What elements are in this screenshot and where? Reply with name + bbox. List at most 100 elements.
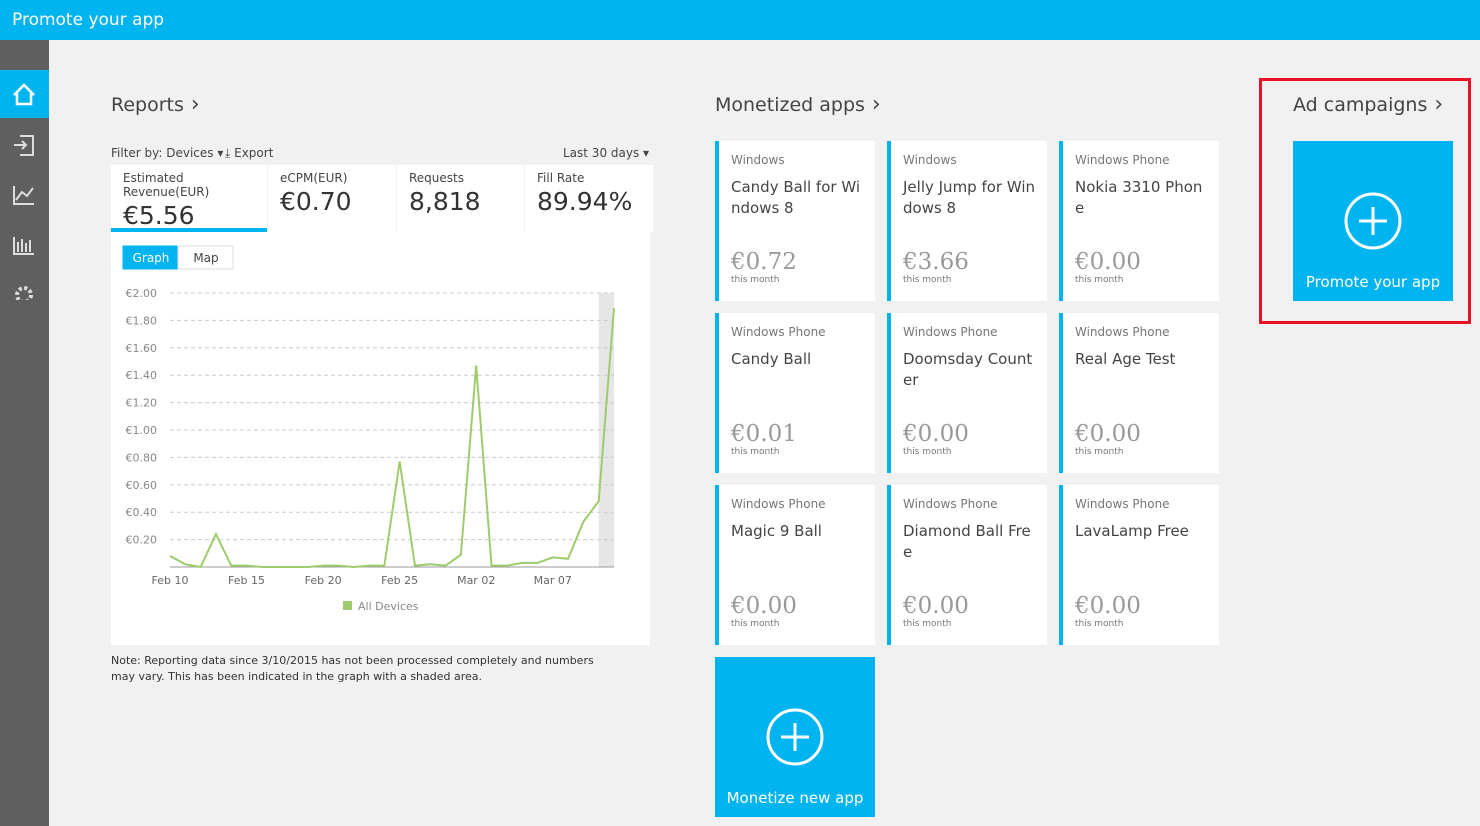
monetized-title[interactable]: Monetized apps [715, 92, 881, 117]
app-name: Diamond Ball Free [903, 522, 1031, 561]
metric: Requests 8,818 [397, 165, 524, 232]
app-amount: €0.72 [731, 249, 797, 275]
range[interactable]: Last 30 days ▾ [563, 146, 650, 160]
app-period: this month [731, 447, 780, 457]
app-tile[interactable]: Windows Jelly Jump for Windows 8 €3.66 this… [887, 141, 1047, 301]
app-platform: Windows [903, 153, 957, 167]
metric-label: Fill Rate [537, 171, 585, 185]
home-icon[interactable] [13, 83, 35, 106]
tab[interactable] [177, 245, 234, 270]
promote-tile[interactable]: Promote your app [1293, 141, 1453, 301]
app-name: Doomsday Counter [903, 350, 1033, 389]
app-period: this month [903, 447, 952, 457]
app-platform: Windows Phone [903, 497, 998, 511]
metric: Fill Rate 89.94% [525, 165, 653, 232]
metric-value: 89.94% [537, 187, 633, 216]
app-platform: Windows Phone [731, 497, 826, 511]
app-period: this month [731, 619, 780, 629]
tab-label: Graph [133, 251, 170, 265]
legend-label: All Devices [358, 600, 419, 613]
app-name: Nokia 3310 Phone [1075, 178, 1203, 217]
campaigns-title[interactable]: Ad campaigns [1293, 92, 1443, 117]
metric-label: Estimated Revenue(EUR) [123, 171, 210, 199]
reports-title[interactable]: Reports [111, 92, 200, 117]
app-platform: Windows Phone [1075, 325, 1170, 339]
y-tick-label: €1.60 [126, 342, 158, 355]
analytics-icon[interactable] [13, 186, 34, 205]
app-platform: Windows Phone [1075, 153, 1170, 167]
y-tick-label: €2.00 [126, 287, 158, 300]
app-platform: Windows Phone [731, 325, 826, 339]
metric: Estimated Revenue(EUR) €5.56 [111, 165, 267, 232]
metric: eCPM(EUR) €0.70 [268, 165, 396, 232]
app-amount: €0.00 [731, 593, 797, 619]
monetize-new-text: Monetize new app [726, 789, 864, 807]
app-amount: €0.00 [903, 593, 969, 619]
app-name: Real Age Test [1075, 350, 1176, 368]
app-tile[interactable]: Windows Phone Nokia 3310 Phone €0.00 this m… [1059, 141, 1219, 301]
y-tick-label: €1.40 [126, 369, 158, 382]
chart-panel: Graph Map €0.20 €0.40 €0.60 €0.80 €1.00 €1.20 €1… [111, 232, 650, 645]
metric-value: 8,818 [409, 187, 481, 216]
plus-icon [1344, 192, 1402, 250]
app-period: this month [1075, 447, 1124, 457]
app-name: LavaLamp Free [1075, 522, 1189, 540]
export-text: Export [234, 146, 274, 160]
filter-text: Filter by: Devices [111, 146, 214, 160]
x-tick-label: Feb 20 [305, 574, 342, 587]
app-amount: €0.00 [1075, 249, 1141, 275]
app-tile[interactable]: Windows Candy Ball for Windows 8 €0.72 this… [715, 141, 875, 301]
metric-value: €0.70 [280, 187, 352, 216]
sidebar [0, 40, 49, 826]
app-name: Candy Ball [731, 350, 812, 368]
app-amount: €3.66 [903, 249, 969, 275]
top-bar: Promote your app [0, 0, 1480, 40]
y-tick-label: €1.80 [126, 314, 158, 327]
app-tile[interactable]: Windows Phone LavaLamp Free €0.00 this mont… [1059, 485, 1219, 645]
app-platform: Windows [731, 153, 785, 167]
app-tile[interactable]: Windows Phone Magic 9 Ball €0.00 this month [715, 485, 875, 645]
range-text: Last 30 days [563, 146, 640, 160]
app-platform: Windows Phone [1075, 497, 1170, 511]
metric-value: €5.56 [123, 201, 195, 230]
sidebar-icons [0, 70, 49, 304]
app-tile[interactable]: Windows Phone Real Age Test €0.00 this mont… [1059, 313, 1219, 473]
x-tick-label: Feb 10 [152, 574, 189, 587]
x-tick-label: Mar 07 [534, 574, 572, 587]
y-tick-label: €0.40 [126, 506, 158, 519]
app-amount: €0.00 [1075, 421, 1141, 447]
y-tick-label: €0.80 [126, 451, 158, 464]
apps-icon[interactable] [14, 135, 34, 156]
tab-label: Map [193, 251, 218, 265]
app-tile[interactable]: Windows Phone Candy Ball €0.01 this month [715, 313, 875, 473]
export[interactable]: ⤓ Export [225, 146, 274, 160]
y-tick-label: €1.20 [126, 397, 158, 410]
legend-swatch [343, 601, 352, 610]
monetize-new-tile[interactable]: Monetize new app [715, 657, 875, 817]
app-period: this month [903, 619, 952, 629]
filter[interactable]: Filter by: Devices ▾ [111, 146, 224, 160]
reports-icon[interactable] [13, 237, 34, 255]
app-name: Magic 9 Ball [731, 522, 822, 540]
x-tick-label: Feb 25 [381, 574, 418, 587]
app-tile[interactable]: Windows Phone Diamond Ball Free €0.00 this … [887, 485, 1047, 645]
settings-icon[interactable] [15, 286, 33, 304]
app-platform: Windows Phone [903, 325, 998, 339]
app-name: Candy Ball for Windows 8 [731, 178, 860, 217]
chart: Graph Map €0.20 €0.40 €0.60 €0.80 €1.00 €1.20 €1… [122, 245, 615, 613]
note: Note: Reporting data since 3/10/2015 has… [111, 654, 594, 683]
metric-label: Requests [409, 171, 464, 185]
y-tick-label: €1.00 [126, 424, 158, 437]
app-period: this month [1075, 619, 1124, 629]
x-tick-label: Mar 02 [457, 574, 495, 587]
highlight-box [1259, 78, 1471, 324]
promote-text: Promote your app [1305, 273, 1441, 291]
app-amount: €0.00 [1075, 593, 1141, 619]
app-tile[interactable]: Windows Phone Doomsday Counter €0.00 this m… [887, 313, 1047, 473]
app-period: this month [731, 275, 780, 285]
metric-label: eCPM(EUR) [280, 171, 348, 185]
header-title: Promote your app [12, 10, 165, 30]
home-active[interactable] [0, 70, 49, 118]
app-amount: €0.00 [903, 421, 969, 447]
